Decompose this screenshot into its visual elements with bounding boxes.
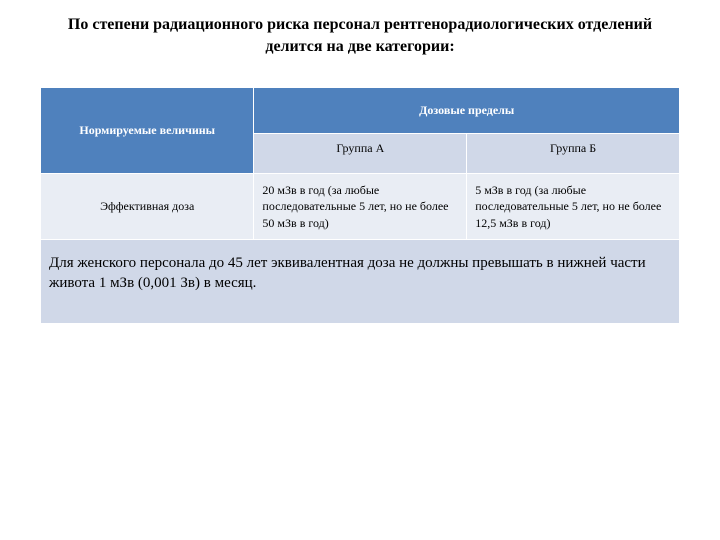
dose-limits-table: Нормируемые величины Дозовые пределы Гру… (40, 87, 680, 324)
table-row: Эффективная доза 20 мЗв в год (за любые … (41, 174, 680, 240)
header-group-b: Группа Б (467, 134, 680, 174)
header-group-a: Группа А (254, 134, 467, 174)
page-title: По степени радиационного риска персонал … (40, 14, 680, 87)
header-quantity: Нормируемые величины (41, 88, 254, 174)
table-row: Для женского персонала до 45 лет эквивал… (41, 239, 680, 323)
slide: По степени радиационного риска персонал … (0, 0, 720, 540)
table-row: Нормируемые величины Дозовые пределы (41, 88, 680, 134)
header-limits: Дозовые пределы (254, 88, 680, 134)
cell-group-a: 20 мЗв в год (за любые последовательные … (254, 174, 467, 240)
cell-group-b: 5 мЗв в год (за любые последовательные 5… (467, 174, 680, 240)
footnote: Для женского персонала до 45 лет эквивал… (41, 239, 680, 323)
row-label-effective-dose: Эффективная доза (41, 174, 254, 240)
